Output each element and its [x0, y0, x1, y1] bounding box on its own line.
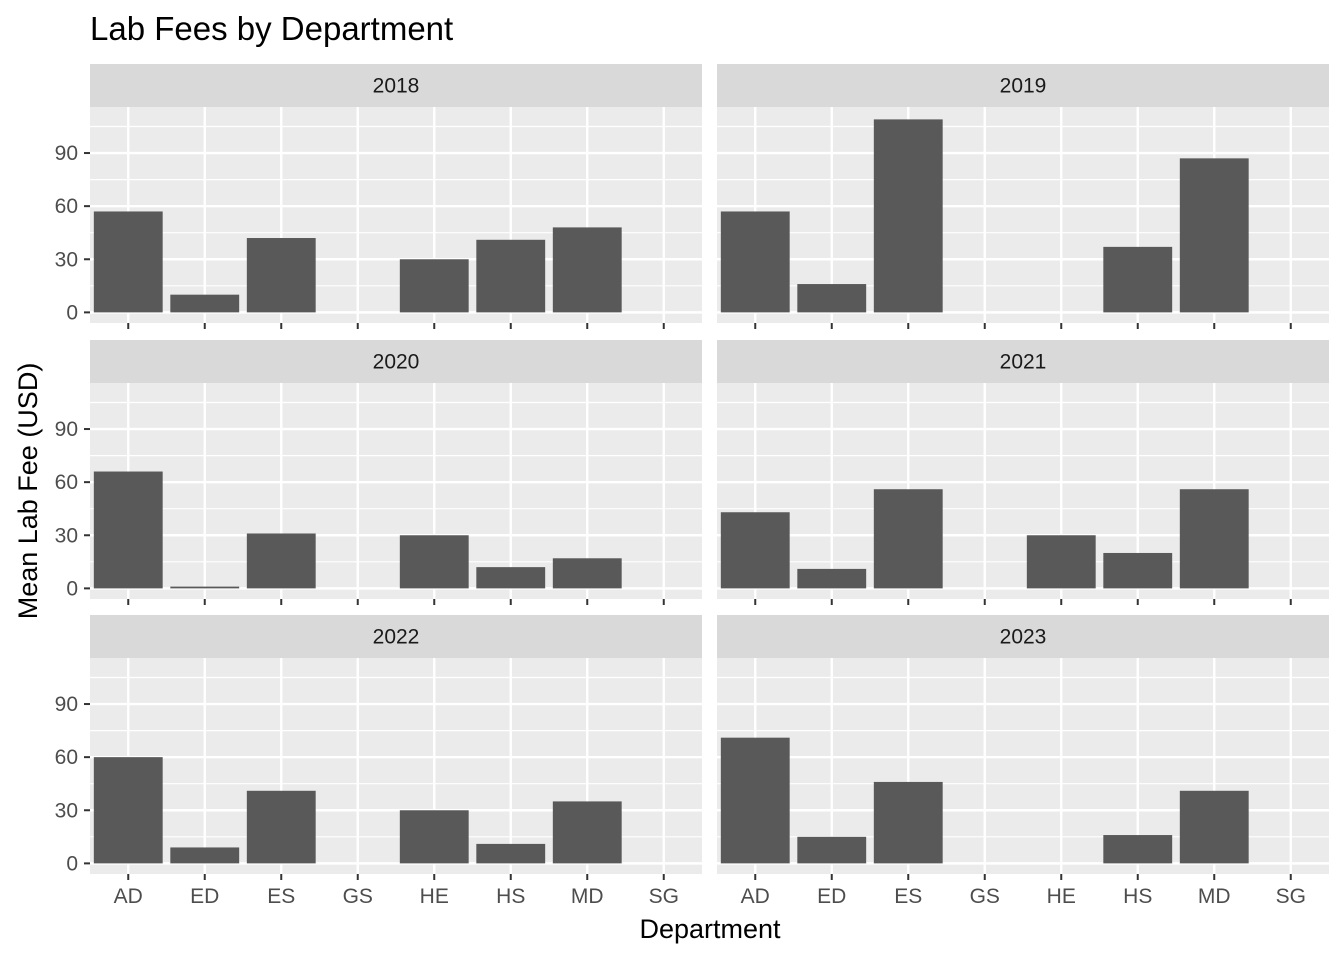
facet-strip-label: 2022 — [373, 626, 420, 649]
bar-2023-ES — [873, 781, 943, 864]
facet-strip — [90, 615, 702, 658]
facet-strip — [90, 64, 702, 107]
bar-2018-HS — [476, 239, 546, 313]
bar-2021-MD — [1179, 489, 1249, 589]
facet-panel-2018: 2018 0 30 60 90 — [55, 64, 702, 329]
facet-strip — [717, 340, 1329, 383]
bar-2023-AD — [720, 737, 790, 864]
bar-2018-AD — [93, 211, 163, 313]
bar-2020-ED — [170, 586, 240, 589]
bar-2020-HS — [476, 567, 546, 589]
y-tick-label: 30 — [55, 524, 78, 547]
bar-2020-ES — [246, 533, 316, 589]
facet-strip — [717, 64, 1329, 107]
y-axis-title: Mean Lab Fee (USD) — [13, 363, 43, 620]
x-tick-label: ES — [894, 885, 922, 908]
bar-2019-MD — [1179, 158, 1249, 313]
x-tick-label: ES — [267, 885, 295, 908]
bar-2022-AD — [93, 757, 163, 864]
bar-2020-AD — [93, 471, 163, 589]
bar-2018-ES — [246, 238, 316, 313]
facet-strip-label: 2020 — [373, 351, 420, 374]
bar-2021-HS — [1103, 552, 1173, 589]
facet-strip-label: 2019 — [1000, 75, 1047, 98]
bar-2020-HE — [399, 535, 469, 589]
bar-2019-ED — [797, 284, 867, 313]
bar-2019-AD — [720, 211, 790, 313]
y-tick-label: 60 — [55, 195, 78, 218]
facet-strip — [90, 340, 702, 383]
bar-2021-ED — [797, 568, 867, 589]
bar-2020-MD — [552, 558, 622, 589]
y-tick-label: 30 — [55, 248, 78, 271]
y-tick-label: 90 — [55, 418, 78, 441]
bar-2018-MD — [552, 227, 622, 313]
facet-strip-label: 2018 — [373, 75, 420, 98]
bar-2021-AD — [720, 512, 790, 589]
bar-2019-ES — [873, 119, 943, 313]
bar-2022-ED — [170, 847, 240, 864]
facet-panel-2022: 2022 0 30 60 90 AD ED ES GS HE HS MD SG — [55, 615, 702, 908]
facet-panel-2023: 2023 AD ED ES GS HE HS MD SG — [717, 615, 1329, 908]
x-tick-label: AD — [114, 885, 143, 908]
bar-2022-HE — [399, 810, 469, 864]
bar-2022-HS — [476, 843, 546, 864]
x-tick-label: HE — [420, 885, 449, 908]
x-tick-label: MD — [1198, 885, 1231, 908]
x-tick-label: HE — [1047, 885, 1076, 908]
bar-2023-HS — [1103, 835, 1173, 864]
facet-strip-label: 2021 — [1000, 351, 1047, 374]
bar-2019-HS — [1103, 246, 1173, 313]
x-tick-label: AD — [741, 885, 770, 908]
bar-2022-ES — [246, 790, 316, 864]
bar-2023-MD — [1179, 790, 1249, 864]
bar-2021-HE — [1026, 535, 1096, 589]
bar-2022-MD — [552, 801, 622, 864]
x-tick-label: GS — [970, 885, 1000, 908]
facet-panels: 2018 0 30 60 90 2019 2020 0 30 60 90 2021 2022 0 30 60 9… — [55, 64, 1329, 908]
facet-strip — [717, 615, 1329, 658]
facet-strip-label: 2023 — [1000, 626, 1047, 649]
bar-2018-HE — [399, 259, 469, 313]
y-tick-label: 0 — [66, 852, 78, 875]
x-tick-label: MD — [571, 885, 604, 908]
x-axis-title: Department — [639, 914, 781, 944]
y-tick-label: 0 — [66, 577, 78, 600]
x-tick-label: HS — [1123, 885, 1152, 908]
x-tick-label: SG — [1276, 885, 1306, 908]
chart-title: Lab Fees by Department — [90, 10, 453, 47]
x-tick-label: ED — [190, 885, 219, 908]
y-tick-label: 60 — [55, 746, 78, 769]
facet-panel-2021: 2021 — [717, 340, 1329, 605]
bar-2021-ES — [873, 489, 943, 589]
y-tick-label: 30 — [55, 799, 78, 822]
bar-2023-ED — [797, 836, 867, 864]
y-tick-label: 90 — [55, 142, 78, 165]
x-tick-label: HS — [496, 885, 525, 908]
x-tick-label: SG — [649, 885, 679, 908]
x-tick-label: ED — [817, 885, 846, 908]
x-tick-label: GS — [343, 885, 373, 908]
facet-panel-2019: 2019 — [717, 64, 1329, 329]
y-tick-label: 60 — [55, 471, 78, 494]
y-tick-label: 90 — [55, 693, 78, 716]
facet-panel-2020: 2020 0 30 60 90 — [55, 340, 702, 605]
y-tick-label: 0 — [66, 301, 78, 324]
bar-2018-ED — [170, 294, 240, 313]
